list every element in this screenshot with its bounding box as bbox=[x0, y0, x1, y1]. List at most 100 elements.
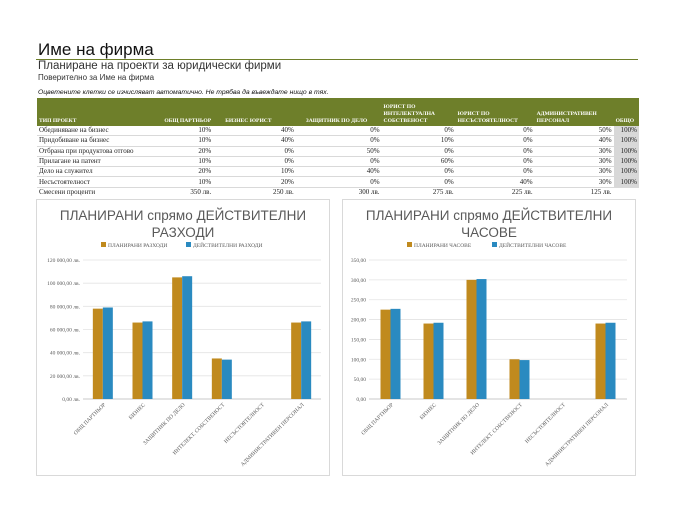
percent-cell: 0% bbox=[455, 146, 535, 157]
percent-cell: 30% bbox=[534, 156, 614, 168]
costs-chart-svg: ПЛАНИРАНИ спрямо ДЕЙСТВИТЕЛНИ РАЗХОДИ ПЛАН… bbox=[47, 208, 321, 468]
legend-label: ПЛАНИРАНИ РАЗХОДИ bbox=[108, 243, 167, 249]
bar bbox=[211, 358, 222, 399]
project-type-cell: Дело на служител bbox=[37, 166, 140, 178]
header-rule bbox=[36, 59, 638, 60]
percent-cell: 40% bbox=[534, 135, 614, 147]
bar bbox=[476, 279, 487, 399]
table-row: Несъстоятелност 10% 20% 0% 0% 40% 30% 100% bbox=[37, 176, 639, 188]
y-tick-label: 250,00 bbox=[351, 298, 366, 304]
table-row: Придобиване на бизнес 10% 40% 0% 10% 0% 40% 100… bbox=[37, 135, 639, 147]
col-header-total: ОБЩО bbox=[613, 98, 639, 126]
bar bbox=[291, 322, 302, 399]
x-tick-label: ОБЩ ПАРТНЬОР bbox=[73, 402, 107, 436]
legend-label: ДЕЙСТВИТЕЛНИ РАЗХОДИ bbox=[193, 241, 263, 249]
table-header-row: ТИП ПРОЕКТ ОБЩ ПАРТНЬОР БИЗНЕС ЮРИСТ ЗАЩ… bbox=[37, 98, 639, 126]
percent-cell: 10% bbox=[213, 166, 296, 178]
project-allocation-table: ТИП ПРОЕКТ ОБЩ ПАРТНЬОР БИЗНЕС ЮРИСТ ЗАЩ… bbox=[37, 98, 639, 197]
chart-title: ПЛАНИРАНИ спрямо ДЕЙСТВИТЕЛНИ bbox=[60, 208, 306, 223]
hours-chart-svg: ПЛАНИРАНИ спрямо ДЕЙСТВИТЕЛНИ ЧАСОВЕ ПЛАНИ… bbox=[351, 208, 627, 468]
legend-swatch bbox=[407, 242, 412, 247]
total-cell: 100% bbox=[613, 156, 639, 168]
mixed-rate-empty bbox=[614, 187, 639, 197]
y-tick-label: 60 000,00 лв. bbox=[50, 328, 81, 334]
y-tick-label: 300,00 bbox=[351, 278, 366, 284]
percent-cell: 50% bbox=[295, 146, 382, 157]
y-tick-label: 350,00 bbox=[351, 258, 366, 264]
percent-cell: 40% bbox=[295, 166, 382, 178]
bar bbox=[142, 321, 153, 399]
percent-cell: 40% bbox=[213, 135, 296, 147]
percent-cell: 0% bbox=[455, 126, 535, 137]
bar bbox=[92, 308, 103, 399]
y-tick-label: 40 000,00 лв. bbox=[50, 351, 81, 357]
confidential-label: Поверително за Име на фирма bbox=[38, 73, 155, 82]
percent-cell: 0% bbox=[455, 156, 535, 168]
table-row: Отбрана при продуктова отгово 20% 0% 50% 0% 0… bbox=[37, 146, 639, 157]
y-tick-label: 100 000,00 лв. bbox=[47, 281, 80, 287]
total-cell: 100% bbox=[613, 166, 639, 178]
percent-cell: 20% bbox=[139, 166, 214, 178]
mixed-rate-cell: 225 лв. bbox=[511, 187, 533, 196]
col-header-project-type: ТИП ПРОЕКТ bbox=[37, 98, 140, 126]
mixed-rate-cell: 350 лв. bbox=[190, 187, 212, 196]
mixed-rate-cell: 300 лв. bbox=[358, 187, 380, 196]
table-row: Прилагане на патент 10% 0% 0% 60% 0% 30% 100% bbox=[37, 156, 639, 168]
percent-cell: 0% bbox=[455, 166, 535, 178]
x-tick-label: ОБЩ ПАРТНЬОР bbox=[361, 402, 395, 436]
percent-cell: 30% bbox=[534, 166, 614, 178]
percent-cell: 0% bbox=[295, 156, 382, 168]
mixed-rate-cell: 125 лв. bbox=[590, 187, 612, 196]
y-tick-label: 100,00 bbox=[351, 357, 366, 363]
percent-cell: 30% bbox=[534, 146, 614, 157]
y-tick-label: 20 000,00 лв. bbox=[50, 374, 81, 380]
percent-cell: 40% bbox=[455, 176, 535, 188]
percent-cell: 50% bbox=[534, 126, 614, 137]
costs-chart: ПЛАНИРАНИ спрямо ДЕЙСТВИТЕЛНИ РАЗХОДИ ПЛАН… bbox=[36, 199, 330, 476]
company-name: Име на фирма bbox=[38, 40, 154, 59]
legend-swatch bbox=[492, 242, 497, 247]
bar bbox=[390, 308, 401, 399]
x-tick-label: БИЗНЕС bbox=[128, 402, 147, 421]
x-tick-label: АДМИНИСТРАТИВЕН ПЕРСОНАЛ bbox=[240, 402, 306, 468]
page-subtitle: Планиране на проекти за юридически фирми bbox=[38, 60, 282, 72]
mixed-rates-row: Смесени проценти 350 лв. 250 лв. 300 лв. 275… bbox=[37, 187, 639, 197]
percent-cell: 30% bbox=[534, 176, 614, 188]
y-tick-label: 80 000,00 лв. bbox=[50, 304, 81, 310]
percent-cell: 60% bbox=[381, 156, 456, 168]
project-type-cell: Несъстоятелност bbox=[37, 176, 140, 188]
col-header-ip-lawyer: ЮРИСТ ПО ИНТЕЛЕКТУАЛНА СОБСТВЕНОСТ bbox=[381, 98, 456, 126]
total-cell: 100% bbox=[613, 135, 639, 147]
total-cell: 100% bbox=[613, 126, 639, 137]
x-tick-label: НЕСЪСТОЯТЕЛНОСТ bbox=[524, 402, 567, 445]
total-cell: 100% bbox=[613, 176, 639, 188]
col-header-admin-staff: АДМИНИСТРАТИВЕН ПЕРСОНАЛ bbox=[534, 98, 614, 126]
col-header-insolvency-lawyer: ЮРИСТ ПО НЕСЪСТОЯТЕЛНОСТ bbox=[455, 98, 535, 126]
percent-cell: 10% bbox=[139, 135, 214, 147]
percent-cell: 40% bbox=[213, 126, 296, 137]
percent-cell: 10% bbox=[139, 176, 214, 188]
bar bbox=[519, 360, 530, 399]
y-tick-label: 0,00 лв. bbox=[62, 397, 80, 403]
project-type-cell: Прилагане на патент bbox=[37, 156, 140, 168]
bar bbox=[380, 309, 391, 399]
total-cell: 100% bbox=[613, 146, 639, 157]
project-type-cell: Отбрана при продуктова отгово bbox=[37, 146, 140, 157]
bar bbox=[132, 322, 143, 399]
percent-cell: 0% bbox=[213, 146, 296, 157]
percent-cell: 0% bbox=[295, 176, 382, 188]
legend-label: ПЛАНИРАНИ ЧАСОВЕ bbox=[414, 243, 472, 249]
percent-cell: 0% bbox=[381, 166, 456, 178]
y-tick-label: 200,00 bbox=[351, 318, 366, 324]
percent-cell: 0% bbox=[381, 176, 456, 188]
percent-cell: 10% bbox=[139, 156, 214, 168]
legend-label: ДЕЙСТВИТЕЛНИ ЧАСОВЕ bbox=[499, 241, 567, 249]
bar bbox=[423, 323, 434, 399]
auto-calc-note: Оцветените клетки се изчисляват автомати… bbox=[38, 89, 329, 96]
x-tick-label: ИНТЕЛЕКТ. СОБСТВЕНОСТ bbox=[470, 402, 525, 457]
mixed-rates-label: Смесени проценти bbox=[39, 187, 96, 196]
mixed-rate-cell: 250 лв. bbox=[272, 187, 294, 196]
col-header-business-lawyer: БИЗНЕС ЮРИСТ bbox=[213, 98, 296, 126]
table-row: Обединяване на бизнес 10% 40% 0% 0% 0% 50% 100% bbox=[37, 126, 639, 137]
col-header-general-partner: ОБЩ ПАРТНЬОР bbox=[139, 98, 214, 126]
